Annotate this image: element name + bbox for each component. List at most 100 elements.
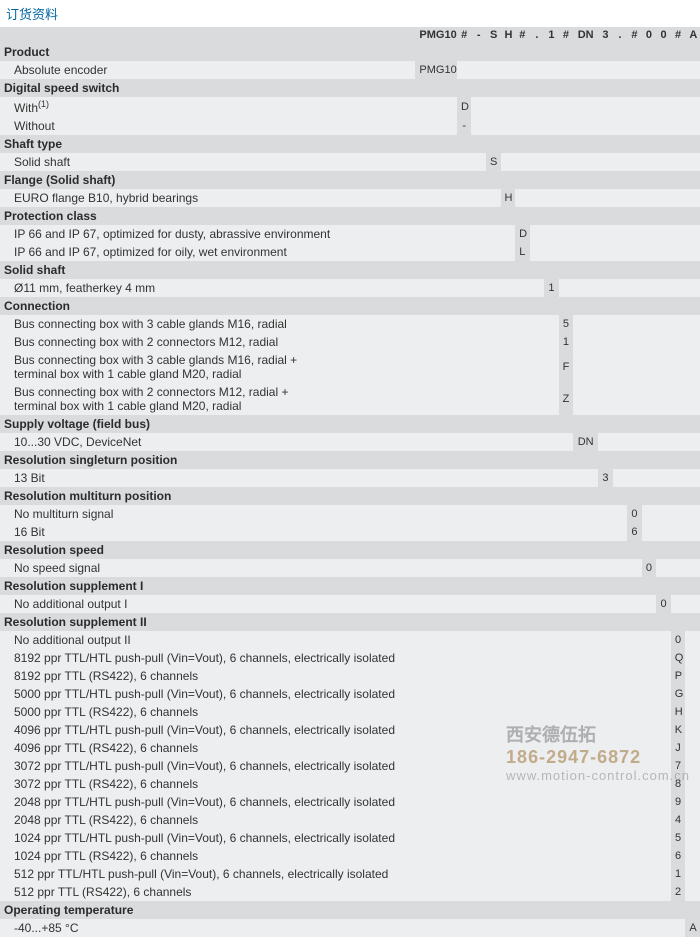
option-code: A: [685, 919, 700, 937]
option-row: 4096 ppr TTL/HTL push-pull (Vin=Vout), 6…: [0, 721, 700, 739]
blank-cell: [685, 505, 700, 523]
blank-cell: [515, 189, 530, 207]
blank-cell: [642, 469, 657, 487]
blank-cell: [685, 703, 700, 721]
blank-cell: [613, 61, 628, 79]
blank-cell: [627, 153, 642, 171]
option-row: 2048 ppr TTL/HTL push-pull (Vin=Vout), 6…: [0, 793, 700, 811]
blank-cell: [671, 315, 686, 333]
option-label: 3072 ppr TTL (RS422), 6 channels: [0, 775, 671, 793]
blank-cell: [598, 225, 613, 243]
blank-cell: [656, 383, 671, 415]
blank-cell: [685, 739, 700, 757]
option-row: 512 ppr TTL (RS422), 6 channels2: [0, 883, 700, 901]
option-code: 0: [671, 631, 686, 649]
blank-cell: [598, 189, 613, 207]
option-row: 1024 ppr TTL (RS422), 6 channels6: [0, 847, 700, 865]
blank-cell: [544, 117, 559, 135]
option-code: S: [486, 153, 501, 171]
blank-cell: [598, 315, 613, 333]
section-label: Resolution singleturn position: [0, 451, 700, 469]
blank-cell: [685, 631, 700, 649]
blank-cell: [656, 523, 671, 541]
option-label: Bus connecting box with 2 connectors M12…: [0, 333, 559, 351]
blank-cell: [671, 225, 686, 243]
option-row: EURO flange B10, hybrid bearingsH: [0, 189, 700, 207]
section-row: Resolution multiturn position: [0, 487, 700, 505]
hdr-code: #: [671, 27, 686, 43]
config-table: PMG10#-SH#.1#DN3.#00#AProductAbsolute en…: [0, 27, 700, 937]
blank-cell: [671, 433, 686, 451]
option-row: -40...+85 °CA: [0, 919, 700, 937]
blank-cell: [642, 189, 657, 207]
option-code: 5: [559, 315, 574, 333]
blank-cell: [671, 595, 686, 613]
blank-cell: [685, 469, 700, 487]
option-row: Solid shaftS: [0, 153, 700, 171]
blank-cell: [627, 383, 642, 415]
blank-cell: [642, 383, 657, 415]
option-row: 5000 ppr TTL/HTL push-pull (Vin=Vout), 6…: [0, 685, 700, 703]
blank-cell: [656, 279, 671, 297]
blank-cell: [559, 97, 574, 117]
option-code: H: [671, 703, 686, 721]
blank-cell: [573, 225, 598, 243]
option-row: Ø11 mm, featherkey 4 mm1: [0, 279, 700, 297]
blank-cell: [613, 315, 628, 333]
blank-cell: [627, 243, 642, 261]
section-label: Operating temperature: [0, 901, 700, 919]
section-label: Digital speed switch: [0, 79, 700, 97]
option-code: G: [671, 685, 686, 703]
section-label: Resolution multiturn position: [0, 487, 700, 505]
blank-cell: [559, 61, 574, 79]
blank-cell: [613, 153, 628, 171]
option-row: 4096 ppr TTL (RS422), 6 channelsJ: [0, 739, 700, 757]
blank-cell: [559, 243, 574, 261]
blank-cell: [671, 279, 686, 297]
option-code: 0: [656, 595, 671, 613]
blank-cell: [685, 865, 700, 883]
section-label: Resolution speed: [0, 541, 700, 559]
option-row: Bus connecting box with 3 cable glands M…: [0, 315, 700, 333]
option-label: 13 Bit: [0, 469, 598, 487]
blank-cell: [656, 559, 671, 577]
blank-cell: [671, 189, 686, 207]
blank-cell: [656, 333, 671, 351]
blank-cell: [573, 153, 598, 171]
blank-cell: [656, 153, 671, 171]
blank-cell: [685, 595, 700, 613]
blank-cell: [685, 523, 700, 541]
blank-cell: [685, 225, 700, 243]
blank-cell: [515, 97, 530, 117]
blank-cell: [613, 279, 628, 297]
blank-cell: [685, 333, 700, 351]
option-label: EURO flange B10, hybrid bearings: [0, 189, 501, 207]
option-code: 5: [671, 829, 686, 847]
option-label: 1024 ppr TTL (RS422), 6 channels: [0, 847, 671, 865]
option-row: No speed signal0: [0, 559, 700, 577]
option-label: 8192 ppr TTL (RS422), 6 channels: [0, 667, 671, 685]
blank-cell: [515, 61, 530, 79]
blank-cell: [671, 61, 686, 79]
section-row: Resolution supplement II: [0, 613, 700, 631]
option-row: 8192 ppr TTL (RS422), 6 channelsP: [0, 667, 700, 685]
section-label: Solid shaft: [0, 261, 700, 279]
blank-cell: [685, 649, 700, 667]
option-row: No additional output I0: [0, 595, 700, 613]
blank-cell: [642, 117, 657, 135]
blank-cell: [685, 847, 700, 865]
blank-cell: [656, 351, 671, 383]
blank-cell: [530, 61, 545, 79]
blank-cell: [685, 243, 700, 261]
blank-cell: [598, 61, 613, 79]
blank-cell: [642, 433, 657, 451]
blank-cell: [530, 189, 545, 207]
blank-cell: [671, 523, 686, 541]
hdr-code: #: [515, 27, 530, 43]
blank-cell: [671, 351, 686, 383]
blank-cell: [471, 61, 486, 79]
blank-cell: [573, 351, 598, 383]
option-label: Bus connecting box with 3 cable glands M…: [0, 315, 559, 333]
option-label: Solid shaft: [0, 153, 486, 171]
option-row: 512 ppr TTL/HTL push-pull (Vin=Vout), 6 …: [0, 865, 700, 883]
